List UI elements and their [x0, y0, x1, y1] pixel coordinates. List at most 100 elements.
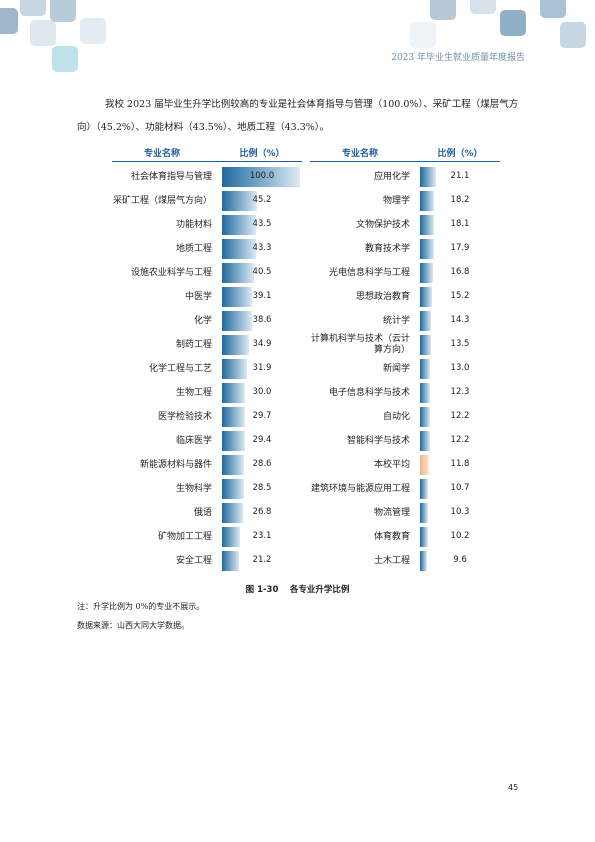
value-label: 12.3: [450, 387, 470, 397]
bar: [420, 191, 435, 211]
bar: [222, 455, 245, 475]
category-label: 化学: [193, 315, 212, 326]
value-label: 28.5: [252, 483, 272, 493]
note: 注：升学比例为 0%的专业不展示。: [77, 602, 205, 611]
bar: [420, 215, 435, 235]
category-label: 临床医学: [175, 435, 212, 446]
bar: [222, 239, 256, 259]
bar: [222, 527, 241, 547]
category-label: 采矿工程（煤层气方向）: [112, 195, 212, 206]
category-label: 计算机科学与技术（云计算方向）: [310, 334, 410, 355]
bar: [222, 335, 250, 355]
bar: [420, 479, 429, 499]
bar: [420, 287, 432, 307]
value-label: 21.1: [450, 171, 470, 181]
decor: [50, 0, 76, 22]
bar: [420, 359, 431, 379]
caption: 图 1-30 各专业升学比例: [245, 585, 350, 595]
header-title: 2023 年毕业生就业质量年度报告: [391, 53, 525, 63]
decor: [30, 20, 56, 46]
value-label: 40.5: [252, 267, 272, 277]
category-label: 医学检验技术: [157, 411, 212, 422]
category-label: 生物科学: [175, 483, 212, 494]
bar: [420, 503, 429, 523]
bar: [222, 311, 253, 331]
category-label: 土木工程: [373, 555, 410, 566]
value-label: 17.9: [450, 243, 470, 253]
decor: [52, 46, 78, 72]
value-label: 14.3: [450, 315, 470, 325]
value-label: 12.2: [450, 435, 470, 445]
value-label: 39.1: [252, 291, 272, 301]
bar: [222, 191, 258, 211]
decor: [560, 22, 586, 48]
category-label: 统计学: [382, 315, 410, 326]
decor: [540, 0, 566, 18]
bar: [222, 503, 243, 523]
value-label: 29.4: [252, 435, 272, 445]
decor: [470, 0, 496, 14]
value-label: 10.3: [450, 507, 470, 517]
bar: [222, 263, 254, 283]
category-label: 物理学: [382, 195, 410, 206]
category-label: 社会体育指导与管理: [130, 171, 212, 182]
category-label: 物流管理: [373, 507, 410, 518]
bar: [420, 527, 428, 547]
category-label: 新闻学: [382, 363, 410, 374]
bar: [420, 407, 430, 427]
value-label: 11.8: [450, 459, 470, 469]
value-label: 28.6: [252, 459, 272, 469]
category-label: 应用化学: [373, 171, 410, 182]
category-label: 设施农业科学与工程: [130, 267, 212, 278]
value-label: 23.1: [252, 531, 272, 541]
value-label: 10.2: [450, 531, 470, 541]
value-label: 13.5: [450, 339, 470, 349]
bar: [222, 407, 246, 427]
category-label: 建筑环境与能源应用工程: [310, 483, 410, 494]
value-label: 15.2: [450, 291, 470, 301]
value-label: 43.3: [252, 243, 272, 253]
category-label: 制药工程: [175, 339, 212, 350]
category-label: 文物保护技术: [355, 219, 410, 230]
value-label: 43.5: [252, 219, 272, 229]
category-label: 思想政治教育: [355, 291, 410, 302]
bar: [420, 455, 430, 475]
category-label: 功能材料: [175, 219, 212, 230]
value-label: 45.2: [252, 195, 272, 205]
intro: 我校 2023 届毕业生升学比例较高的专业是社会体育指导与管理（100.0%）、…: [77, 99, 519, 133]
bar: [222, 215, 256, 235]
value-label: 100.0: [249, 171, 275, 181]
bar: [222, 479, 245, 499]
decor: [430, 0, 456, 20]
category-label: 光电信息科学与工程: [328, 267, 410, 278]
value-label: 38.6: [252, 315, 272, 325]
bar: [420, 431, 430, 451]
bar: [222, 551, 239, 571]
decor: [500, 10, 526, 36]
category-label: 俄语: [193, 507, 212, 518]
note: 数据来源：山西大同大学数据。: [77, 621, 189, 630]
decor: [80, 18, 106, 44]
category-label: 电子信息科学与技术: [328, 387, 410, 398]
value-label: 18.1: [450, 219, 470, 229]
bar: [222, 287, 253, 307]
value-label: 30.0: [252, 387, 272, 397]
value-label: 29.7: [252, 411, 272, 421]
bar: [420, 167, 437, 187]
category-label: 矿物加工工程: [157, 531, 212, 542]
category-label: 地质工程: [175, 243, 212, 254]
value-label: 21.2: [252, 555, 272, 565]
bar: [420, 335, 431, 355]
category-label: 智能科学与技术: [346, 435, 410, 446]
bar: [420, 551, 428, 571]
bar: [420, 311, 432, 331]
value-label: 16.8: [450, 267, 470, 277]
bar: [222, 383, 246, 403]
bar: [420, 383, 430, 403]
column-header: 专业名称: [143, 149, 180, 159]
value-label: 10.7: [450, 483, 470, 493]
category-label: 体育教育: [373, 531, 410, 542]
category-label: 自动化: [382, 411, 410, 422]
header-rule: [112, 161, 302, 162]
